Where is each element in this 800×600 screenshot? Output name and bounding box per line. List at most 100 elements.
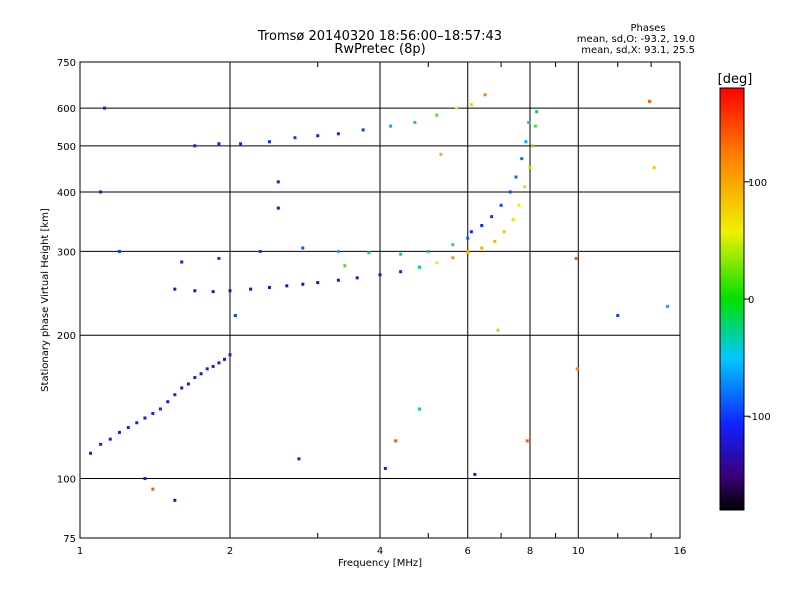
data-point xyxy=(186,382,190,386)
data-point xyxy=(417,407,421,411)
data-point xyxy=(103,106,107,110)
data-point xyxy=(533,124,537,128)
x-tick-label: 16 xyxy=(674,546,687,557)
y-tick-label: 200 xyxy=(57,331,76,342)
data-point xyxy=(527,120,531,124)
colorbar xyxy=(719,87,745,511)
data-point xyxy=(524,140,528,144)
data-point xyxy=(217,361,221,365)
data-point xyxy=(158,407,162,411)
data-point xyxy=(217,256,221,260)
data-points xyxy=(89,93,669,502)
data-point xyxy=(473,472,477,476)
data-point xyxy=(193,376,197,380)
data-point xyxy=(616,314,620,318)
data-point xyxy=(151,411,155,415)
data-point xyxy=(143,416,147,420)
data-point xyxy=(135,421,139,425)
data-point xyxy=(490,215,494,219)
x-tick-label: 8 xyxy=(527,546,533,557)
data-point xyxy=(439,152,443,156)
data-point xyxy=(517,203,521,207)
data-point xyxy=(117,249,121,253)
y-tick-label: 75 xyxy=(63,534,76,545)
data-point xyxy=(180,260,184,264)
data-point xyxy=(575,367,579,371)
data-point xyxy=(451,256,455,260)
data-point xyxy=(469,230,473,234)
data-point xyxy=(249,287,253,291)
data-point xyxy=(466,249,470,253)
data-point xyxy=(451,243,455,247)
data-point xyxy=(173,393,177,397)
data-point xyxy=(193,144,197,148)
data-point xyxy=(361,128,365,132)
data-point xyxy=(480,224,484,228)
data-point xyxy=(193,289,197,293)
data-point xyxy=(383,466,387,470)
data-point xyxy=(228,289,232,293)
data-point xyxy=(180,386,184,390)
data-point xyxy=(336,132,340,136)
x-tick-label: 6 xyxy=(465,546,471,557)
data-point xyxy=(528,166,532,170)
data-point xyxy=(648,99,652,103)
x-tick-label: 4 xyxy=(377,546,383,557)
data-point xyxy=(435,261,439,265)
data-point xyxy=(276,180,280,184)
data-point xyxy=(199,372,203,376)
data-point xyxy=(574,256,578,260)
data-point xyxy=(435,113,439,117)
data-point xyxy=(151,487,155,491)
x-tick-label: 1 xyxy=(77,546,83,557)
data-point xyxy=(316,281,320,285)
data-point xyxy=(258,249,262,253)
data-point xyxy=(297,457,301,461)
data-point xyxy=(166,400,170,404)
stats-line-o: mean, sd,O: -93.2, 19.0 xyxy=(577,34,695,45)
y-tick-label: 500 xyxy=(57,142,76,153)
data-point xyxy=(508,190,512,194)
data-point xyxy=(99,190,103,194)
chart-subtitle: RwPretec (8p) xyxy=(334,42,425,57)
data-point xyxy=(483,93,487,97)
colorbar-tick-label: 100 xyxy=(748,178,767,189)
data-point xyxy=(99,442,103,446)
data-point xyxy=(239,142,243,146)
data-point xyxy=(525,439,529,443)
data-point xyxy=(205,367,209,371)
data-point xyxy=(531,144,535,148)
data-point xyxy=(211,290,215,294)
data-point xyxy=(399,270,403,274)
y-axis-ticks: 75 100 200 300 400 500 600 750 xyxy=(57,58,76,545)
data-point xyxy=(399,252,403,256)
data-point xyxy=(511,218,515,222)
data-point xyxy=(355,276,359,280)
grid-lines xyxy=(80,62,680,538)
data-point xyxy=(126,425,130,429)
data-point xyxy=(469,103,473,107)
data-point xyxy=(285,284,289,288)
data-point xyxy=(417,265,421,269)
data-point xyxy=(502,230,506,234)
data-point xyxy=(316,134,320,138)
data-point xyxy=(228,353,232,357)
data-point xyxy=(514,175,518,179)
data-point xyxy=(336,278,340,282)
data-point xyxy=(267,285,271,289)
data-point xyxy=(336,249,340,253)
data-point xyxy=(143,477,147,481)
data-point xyxy=(480,246,484,250)
colorbar-tick-label: -100 xyxy=(748,412,771,423)
data-point xyxy=(426,249,430,253)
data-point xyxy=(301,246,305,250)
x-tick-label: 2 xyxy=(227,546,233,557)
data-point xyxy=(466,236,470,240)
colorbar-label: [deg] xyxy=(718,72,753,87)
data-point xyxy=(523,185,527,189)
data-point xyxy=(493,239,497,243)
data-point xyxy=(173,498,177,502)
y-tick-label: 300 xyxy=(57,247,76,258)
data-point xyxy=(108,437,112,441)
